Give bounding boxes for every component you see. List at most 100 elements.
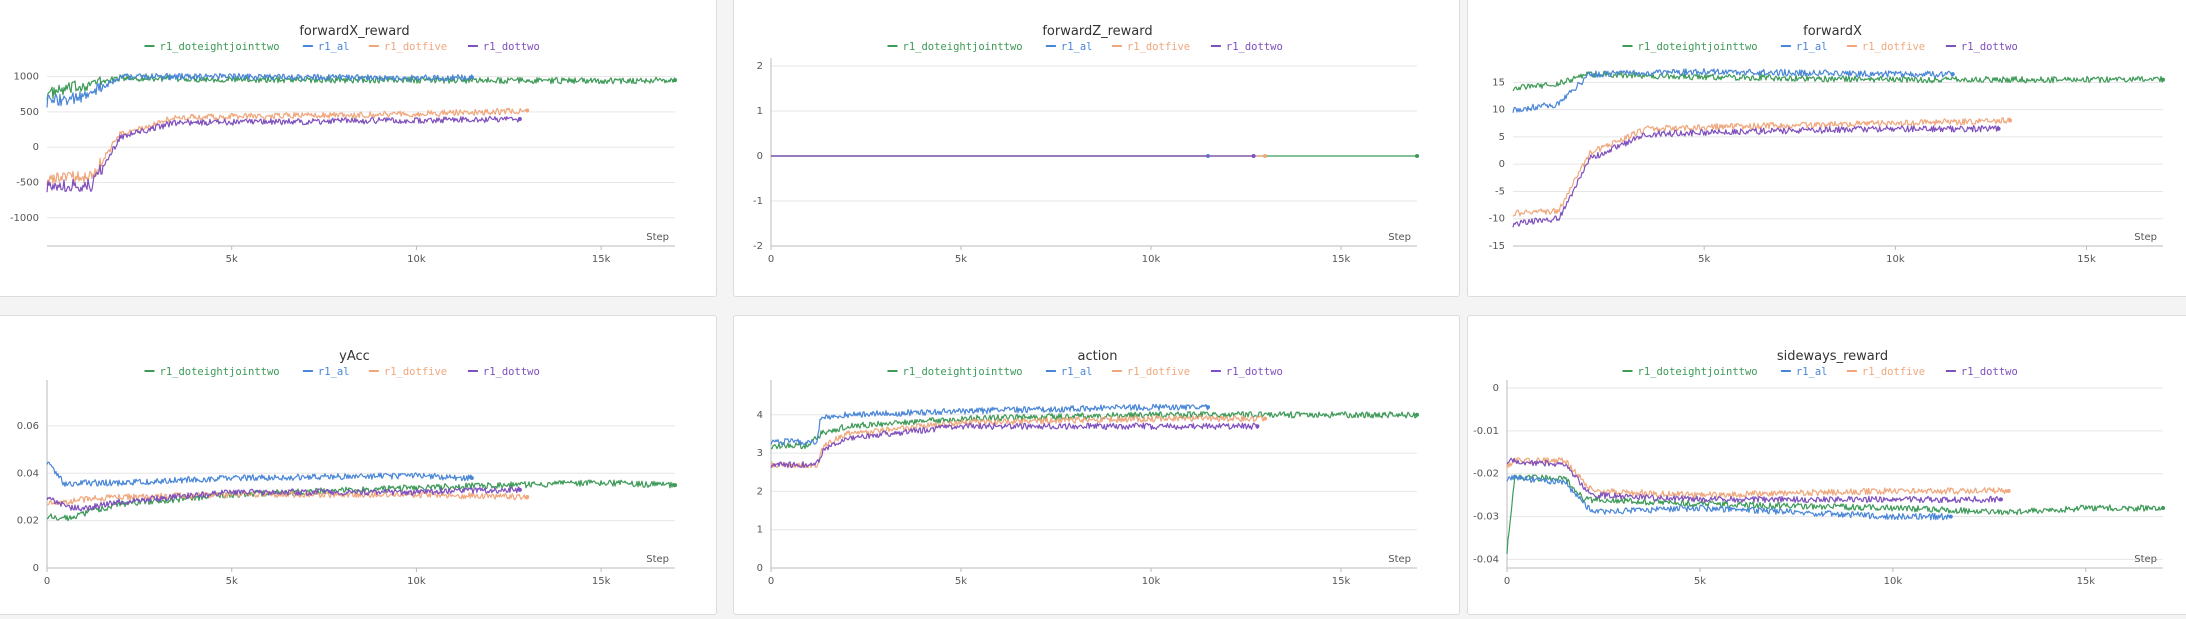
legend-label: r1_al [318,366,350,378]
x-tick-label: 0 [768,254,774,265]
legend-label: r1_al [318,41,350,53]
legend-item-r1-dotfive: r1_dotfive [1111,366,1190,378]
series-endpoint-r1-dottwo [517,487,522,492]
x-tick-label: 5k [1698,254,1710,265]
x-tick-label: 5k [955,254,967,265]
x-tick-label: 15k [1332,576,1351,587]
panel-forwardx: forwardX r1_doteightjointtwo r1_al r1_dotfi… [1467,0,2186,297]
series-line-r1-dottwo [46,486,521,512]
legend-label: r1_dottwo [1961,366,2018,378]
series-endpoint-r1-doteightjointtwo [1415,154,1419,158]
y-tick-label: -1 [753,196,763,207]
panel-forwardx-reward: forwardX_reward r1_doteightjointtwo r1_al r… [0,0,717,297]
series-line-r1-doteightjointtwo [1506,474,2164,554]
x-tick-label: 5k [1694,576,1706,587]
y-tick-label: -15 [1489,241,1505,252]
y-tick-label: -500 [16,177,39,188]
series-endpoint-r1-dotfive [1263,416,1267,421]
chart-forwardz-reward: forwardZ_reward r1_doteightjointtwo r1_al r… [753,24,1419,265]
y-tick-label: 0.06 [17,421,39,432]
chart-title: forwardZ_reward [1042,24,1152,39]
legend-label: r1_doteightjointtwo [1638,366,1758,378]
series-line-r1-doteightjointtwo [770,411,1418,450]
series-line-r1-dotfive [1506,457,2009,499]
x-tick-label: 15k [2077,254,2096,265]
series-endpoint-r1-dotfive [525,494,530,499]
legend-item-r1-al: r1_al [302,41,350,53]
legend-item-r1-dottwo: r1_dottwo [1945,41,2018,53]
y-tick-label: 0 [757,563,763,574]
legend-item-r1-dotfive: r1_dotfive [368,366,447,378]
y-tick-label: 0 [33,142,39,153]
legend-label: r1_al [1061,366,1093,378]
y-tick-label: -10 [1489,214,1505,225]
series-endpoint-r1-dottwo [1255,424,1260,429]
series-line-r1-dotfive [770,414,1266,469]
series-line-r1-dottwo [46,115,521,193]
series-line-r1-doteightjointtwo [46,479,676,522]
legend-label: r1_al [1796,366,1828,378]
series-endpoint-r1-dottwo [1251,154,1256,158]
legend-item-r1-doteightjointtwo: r1_doteightjointtwo [144,41,280,53]
series-endpoint-r1-al [1206,405,1210,410]
legend-item-r1-doteightjointtwo: r1_doteightjointtwo [144,366,280,378]
legend-label: r1_dottwo [483,41,540,53]
series-endpoint-r1-doteightjointtwo [673,78,677,83]
series-endpoint-r1-al [1948,514,1953,519]
series-line-r1-al [46,72,473,108]
panel-sideways-reward: sideways_reward r1_doteightjointtwo r1_al r… [1467,315,2186,615]
legend-item-r1-al: r1_al [302,366,350,378]
y-tick-label: 1 [757,525,763,536]
y-tick-label: 10 [1492,105,1505,116]
legend-item-r1-dotfive: r1_dotfive [1846,41,1925,53]
y-tick-label: 0 [757,151,763,162]
chart-title: action [1077,349,1117,364]
legend-item-r1-dottwo: r1_dottwo [467,41,540,53]
series-line-r1-dottwo [1512,125,2000,228]
legend-item-r1-dotfive: r1_dotfive [368,41,447,53]
legend-label: r1_dotfive [1127,41,1190,53]
x-tick-label: 10k [1884,576,1903,587]
legend-item-r1-doteightjointtwo: r1_doteightjointtwo [1622,366,1758,378]
series-line-r1-al [46,461,473,487]
legend-item-r1-dotfive: r1_dotfive [1111,41,1190,53]
legend-item-r1-dottwo: r1_dottwo [1210,41,1283,53]
x-tick-label: 10k [1886,254,1905,265]
series-endpoint-r1-dotfive [2006,488,2011,493]
legend-label: r1_dottwo [483,366,540,378]
y-tick-label: -0.02 [1473,469,1499,480]
chart-title: forwardX [1803,24,1862,39]
legend-item-r1-dotfive: r1_dotfive [1846,366,1925,378]
x-tick-label: 5k [226,254,238,265]
legend-item-r1-al: r1_al [1045,366,1093,378]
chart-yacc: yAcc r1_doteightjointtwo r1_al r1_dotfive r1… [17,349,677,587]
legend-item-r1-dottwo: r1_dottwo [1210,366,1283,378]
series-endpoint-r1-dotfive [1263,154,1267,158]
series-line-r1-al [1506,474,1952,521]
series-line-r1-al [770,403,1209,446]
series-endpoint-r1-dottwo [517,116,522,121]
y-tick-label: 0.04 [17,468,39,479]
y-tick-label: 0 [33,563,39,574]
legend-item-r1-dottwo: r1_dottwo [467,366,540,378]
series-line-r1-al [1512,68,1954,113]
y-tick-label: -0.03 [1473,512,1499,523]
x-tick-label: 0 [44,576,50,587]
y-tick-label: 2 [757,61,763,72]
chart-forwardx: forwardX r1_doteightjointtwo r1_al r1_dotfi… [1489,24,2165,265]
series-line-r1-doteightjointtwo [1512,70,2164,92]
series-endpoint-r1-dotfive [525,108,530,113]
series-endpoint-r1-al [469,476,474,480]
x-tick-label: 10k [407,254,426,265]
panel-forwardz-reward: forwardZ_reward r1_doteightjointtwo r1_al r… [733,0,1460,297]
y-tick-label: 500 [20,107,39,118]
y-tick-label: 3 [757,448,763,459]
legend-label: r1_doteightjointtwo [903,41,1023,53]
legend-label: r1_dotfive [1862,41,1925,53]
y-tick-label: 0 [1499,159,1505,170]
series-line-r1-dottwo [770,422,1258,468]
y-tick-label: -0.04 [1473,554,1499,565]
series-line-r1-dottwo [1506,457,2002,504]
y-tick-label: 1 [757,106,763,117]
y-tick-label: -5 [1495,186,1505,197]
